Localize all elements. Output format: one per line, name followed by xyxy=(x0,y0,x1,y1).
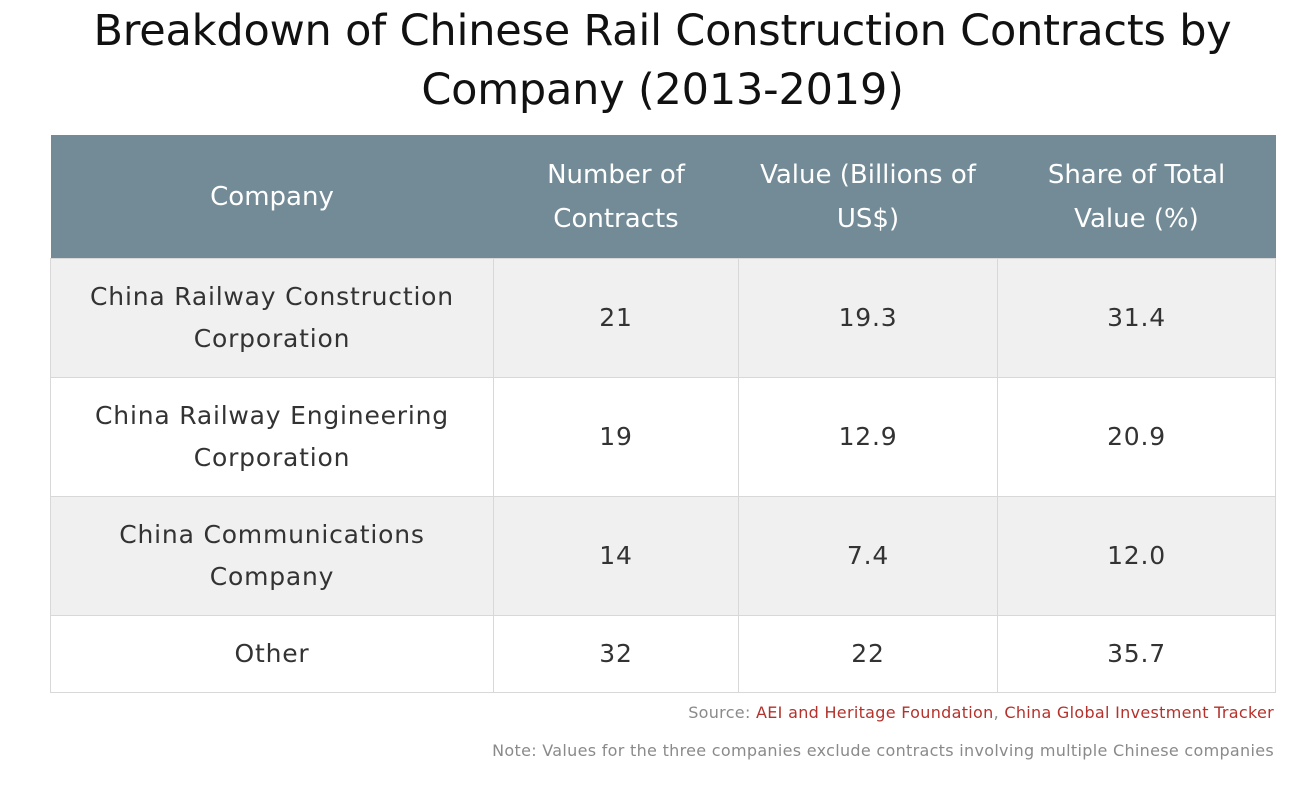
cell-company: China Railway Construction Corporation xyxy=(50,258,494,378)
column-header-share: Share of Total Value (%) xyxy=(997,135,1276,259)
column-header-number-of-contracts: Number of Contracts xyxy=(493,135,739,259)
source-link-investment-tracker[interactable]: China Global Investment Tracker xyxy=(1004,703,1274,722)
cell-value: 7.4 xyxy=(738,496,998,616)
source-link-aei-heritage[interactable]: AEI and Heritage Foundation xyxy=(756,703,994,722)
table-row: China Communications Company 14 7.4 12.0 xyxy=(50,496,1276,616)
table-row: China Railway Engineering Corporation 19… xyxy=(50,377,1276,497)
cell-number-of-contracts: 14 xyxy=(493,496,739,616)
table-row: China Railway Construction Corporation 2… xyxy=(50,258,1276,378)
cell-value: 19.3 xyxy=(738,258,998,378)
chart-title: Breakdown of Chinese Rail Construction C… xyxy=(93,6,1232,115)
cell-share: 31.4 xyxy=(997,258,1276,378)
header-row: Company Number of Contracts Value (Billi… xyxy=(50,135,1276,259)
cell-share: 20.9 xyxy=(997,377,1276,497)
data-table-container: Company Number of Contracts Value (Billi… xyxy=(50,135,1276,693)
cell-value: 22 xyxy=(738,615,998,693)
table-body: China Railway Construction Corporation 2… xyxy=(50,258,1276,693)
column-header-value: Value (Billions of US$) xyxy=(738,135,998,259)
cell-share: 35.7 xyxy=(997,615,1276,693)
column-header-company: Company xyxy=(50,135,494,259)
source-separator: , xyxy=(993,703,999,722)
cell-company: Other xyxy=(50,615,494,693)
data-table: Company Number of Contracts Value (Billi… xyxy=(50,135,1276,693)
footnote: Note: Values for the three companies exc… xyxy=(492,741,1274,760)
cell-number-of-contracts: 19 xyxy=(493,377,739,497)
cell-value: 12.9 xyxy=(738,377,998,497)
cell-company: China Communications Company xyxy=(50,496,494,616)
cell-number-of-contracts: 21 xyxy=(493,258,739,378)
source-note: Source: AEI and Heritage Foundation, Chi… xyxy=(688,703,1274,722)
table-header: Company Number of Contracts Value (Billi… xyxy=(50,135,1276,259)
cell-number-of-contracts: 32 xyxy=(493,615,739,693)
cell-share: 12.0 xyxy=(997,496,1276,616)
cell-company: China Railway Engineering Corporation xyxy=(50,377,494,497)
source-prefix: Source: xyxy=(688,703,751,722)
table-row: Other 32 22 35.7 xyxy=(50,615,1276,693)
